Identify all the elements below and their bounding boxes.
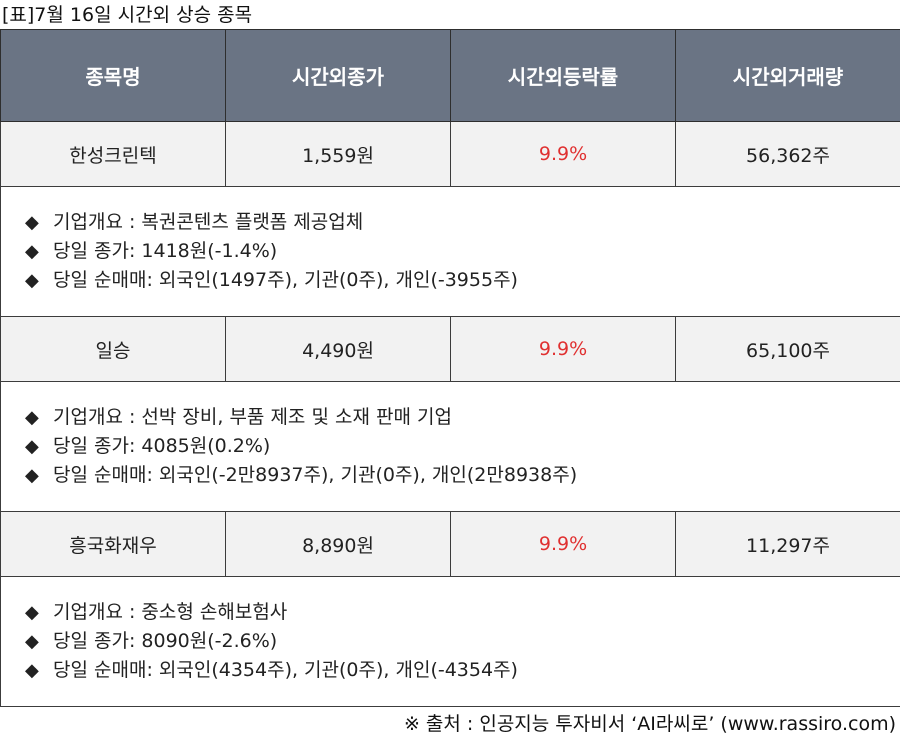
detail-text: 당일 순매매: 외국인(1497주), 기관(0주), 개인(-3955주): [53, 269, 518, 291]
diamond-bullet-icon: ◆: [25, 212, 39, 233]
detail-line: ◆ 당일 종가: 1418원(-1.4%): [25, 237, 900, 266]
diamond-bullet-icon: ◆: [25, 436, 39, 457]
detail-line: ◆ 기업개요 : 복권콘텐츠 플랫폼 제공업체: [25, 208, 900, 237]
diamond-bullet-icon: ◆: [25, 660, 39, 681]
diamond-bullet-icon: ◆: [25, 270, 39, 291]
detail-cell: ◆ 기업개요 : 선박 장비, 부품 제조 및 소재 판매 기업 ◆ 당일 종가: …: [0, 381, 900, 512]
diamond-bullet-icon: ◆: [25, 602, 39, 623]
detail-line: ◆ 당일 종가: 4085원(0.2%): [25, 432, 900, 461]
stock-name: 한성크린텍: [0, 121, 226, 187]
detail-row: ◆ 기업개요 : 복권콘텐츠 플랫폼 제공업체 ◆ 당일 종가: 1418원(-1.…: [0, 186, 900, 317]
detail-text: 기업개요 : 중소형 손해보험사: [53, 601, 288, 623]
header-name: 종목명: [0, 29, 226, 122]
detail-line: ◆ 당일 종가: 8090원(-2.6%): [25, 627, 900, 656]
detail-row: ◆ 기업개요 : 선박 장비, 부품 제조 및 소재 판매 기업 ◆ 당일 종가: …: [0, 381, 900, 512]
diamond-bullet-icon: ◆: [25, 407, 39, 428]
stock-rate: 9.9%: [450, 511, 676, 577]
source-credit: ※ 출처 : 인공지능 투자비서 ‘AI라씨로’ (www.rassiro.co…: [403, 713, 896, 735]
detail-text: 기업개요 : 복권콘텐츠 플랫폼 제공업체: [53, 211, 364, 233]
stock-rate: 9.9%: [450, 316, 676, 382]
detail-text: 당일 종가: 8090원(-2.6%): [53, 630, 278, 652]
detail-line: ◆ 기업개요 : 선박 장비, 부품 제조 및 소재 판매 기업: [25, 403, 900, 432]
detail-line: ◆ 당일 순매매: 외국인(-2만8937주), 기관(0주), 개인(2만893…: [25, 461, 900, 490]
stock-volume: 56,362주: [675, 121, 900, 187]
header-close: 시간외종가: [225, 29, 451, 122]
stock-close: 8,890원: [225, 511, 451, 577]
stock-row: 일승 4,490원 9.9% 65,100주: [0, 316, 900, 382]
detail-text: 당일 종가: 4085원(0.2%): [53, 435, 271, 457]
detail-text: 당일 종가: 1418원(-1.4%): [53, 240, 278, 262]
detail-line: ◆ 기업개요 : 중소형 손해보험사: [25, 598, 900, 627]
detail-line: ◆ 당일 순매매: 외국인(1497주), 기관(0주), 개인(-3955주): [25, 266, 900, 295]
detail-text: 기업개요 : 선박 장비, 부품 제조 및 소재 판매 기업: [53, 406, 452, 428]
stock-name: 일승: [0, 316, 226, 382]
header-rate: 시간외등락률: [450, 29, 676, 122]
diamond-bullet-icon: ◆: [25, 241, 39, 262]
table-caption: [표]7월 16일 시간외 상승 종목: [2, 4, 253, 26]
stock-volume: 65,100주: [675, 316, 900, 382]
header-volume: 시간외거래량: [675, 29, 900, 122]
detail-text: 당일 순매매: 외국인(4354주), 기관(0주), 개인(-4354주): [53, 659, 518, 681]
stock-row: 흥국화재우 8,890원 9.9% 11,297주: [0, 511, 900, 577]
stock-table: 종목명 시간외종가 시간외등락률 시간외거래량 한성크린텍 1,559원 9.9…: [0, 29, 900, 707]
diamond-bullet-icon: ◆: [25, 465, 39, 486]
detail-cell: ◆ 기업개요 : 복권콘텐츠 플랫폼 제공업체 ◆ 당일 종가: 1418원(-1.…: [0, 186, 900, 317]
diamond-bullet-icon: ◆: [25, 631, 39, 652]
stock-volume: 11,297주: [675, 511, 900, 577]
detail-text: 당일 순매매: 외국인(-2만8937주), 기관(0주), 개인(2만8938…: [53, 464, 578, 486]
stock-close: 4,490원: [225, 316, 451, 382]
detail-cell: ◆ 기업개요 : 중소형 손해보험사 ◆ 당일 종가: 8090원(-2.6%) ◆…: [0, 576, 900, 707]
stock-name: 흥국화재우: [0, 511, 226, 577]
stock-rate: 9.9%: [450, 121, 676, 187]
header-row: 종목명 시간외종가 시간외등락률 시간외거래량: [0, 29, 900, 122]
stock-row: 한성크린텍 1,559원 9.9% 56,362주: [0, 121, 900, 187]
detail-line: ◆ 당일 순매매: 외국인(4354주), 기관(0주), 개인(-4354주): [25, 656, 900, 685]
detail-row: ◆ 기업개요 : 중소형 손해보험사 ◆ 당일 종가: 8090원(-2.6%) ◆…: [0, 576, 900, 707]
stock-close: 1,559원: [225, 121, 451, 187]
